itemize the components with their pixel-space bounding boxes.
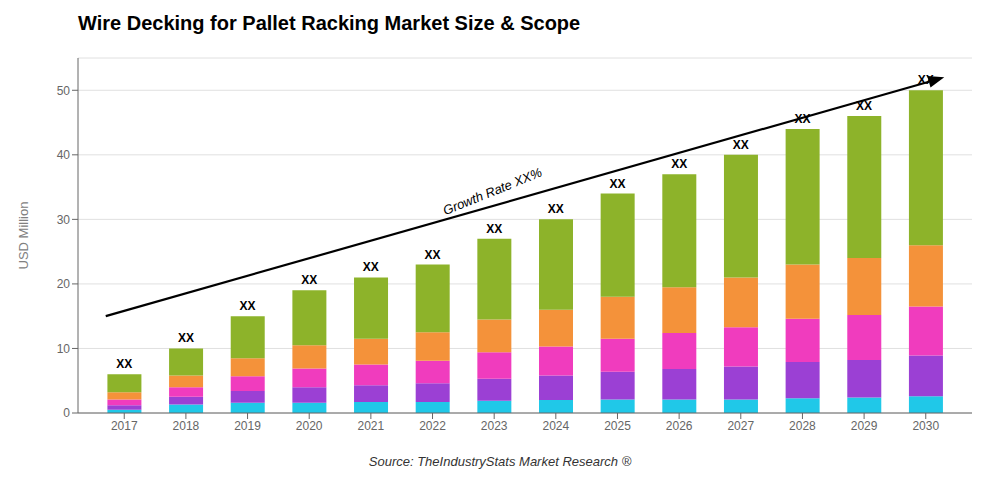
svg-text:Growth Rate XX%: Growth Rate XX%: [441, 165, 544, 218]
svg-text:2019: 2019: [234, 419, 261, 433]
svg-text:2029: 2029: [851, 419, 878, 433]
svg-text:XX: XX: [609, 177, 625, 191]
svg-text:XX: XX: [733, 138, 749, 152]
svg-text:0: 0: [63, 406, 70, 420]
svg-text:2028: 2028: [789, 419, 816, 433]
svg-text:XX: XX: [363, 260, 379, 274]
svg-text:XX: XX: [301, 273, 317, 287]
svg-text:XX: XX: [856, 99, 872, 113]
svg-text:50: 50: [57, 84, 71, 98]
svg-text:2021: 2021: [358, 419, 385, 433]
html-text:Source: TheIndustryStats Marke: Source: TheIndustryStats Market Research…: [368, 454, 632, 469]
svg-text:XX: XX: [486, 222, 502, 236]
svg-text:USD Million: USD Million: [16, 202, 31, 270]
svg-text:XX: XX: [425, 248, 441, 262]
svg-text:XX: XX: [918, 73, 934, 87]
svg-text:XX: XX: [116, 357, 132, 371]
svg-text:2020: 2020: [296, 419, 323, 433]
html-text:Wire Decking for Pallet Rackin: Wire Decking for Pallet Racking Market S…: [78, 12, 581, 34]
svg-text:40: 40: [57, 148, 71, 162]
svg-text:20: 20: [57, 277, 71, 291]
svg-text:2023: 2023: [481, 419, 508, 433]
svg-text:2025: 2025: [604, 419, 631, 433]
svg-text:XX: XX: [240, 299, 256, 313]
svg-text:2026: 2026: [666, 419, 693, 433]
svg-text:XX: XX: [671, 157, 687, 171]
svg-text:2017: 2017: [111, 419, 138, 433]
svg-text:XX: XX: [178, 331, 194, 345]
svg-text:10: 10: [57, 342, 71, 356]
svg-text:2024: 2024: [542, 419, 569, 433]
svg-text:XX: XX: [794, 112, 810, 126]
svg-text:2022: 2022: [419, 419, 446, 433]
svg-text:2030: 2030: [912, 419, 939, 433]
svg-text:2018: 2018: [173, 419, 200, 433]
svg-text:2027: 2027: [727, 419, 754, 433]
svg-text:XX: XX: [548, 202, 564, 216]
svg-text:30: 30: [57, 213, 71, 227]
